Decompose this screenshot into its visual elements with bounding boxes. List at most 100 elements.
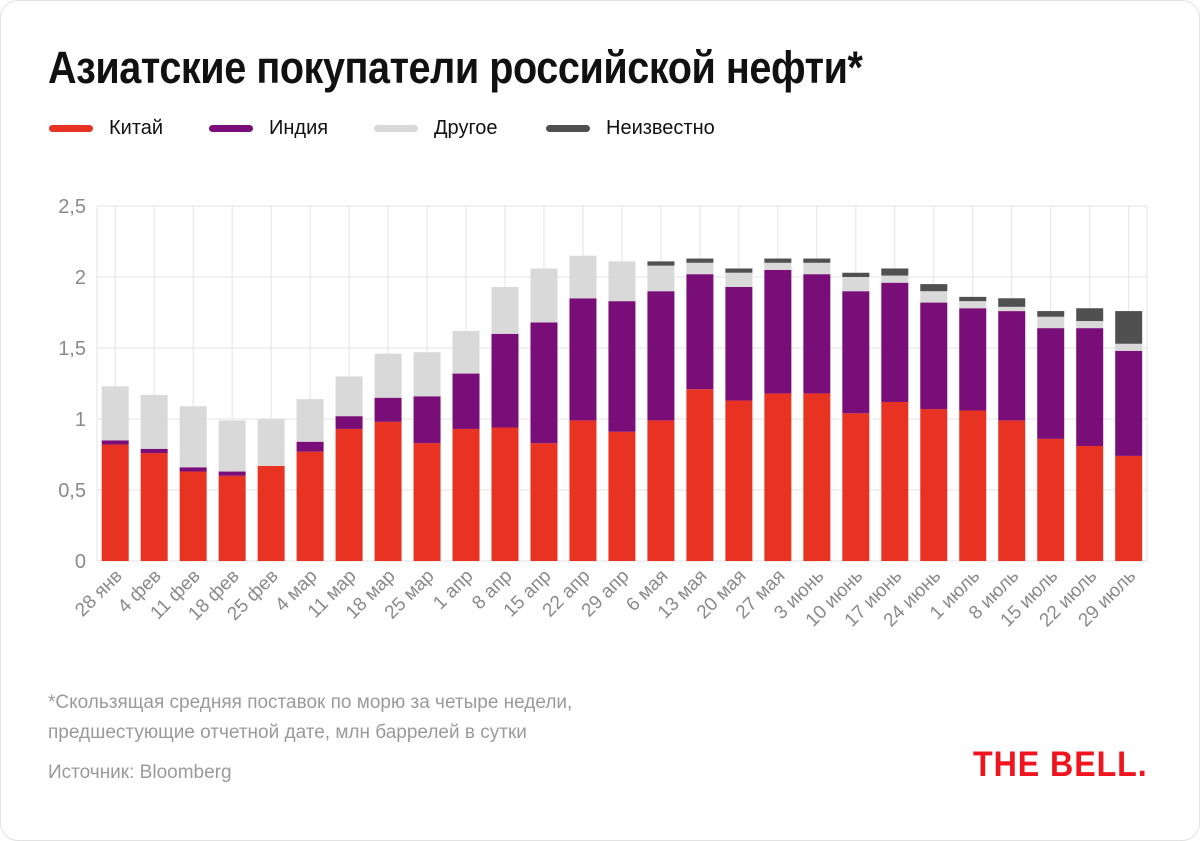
y-axis-ticks: 0 0,5 1 1,5 2 2,5 (58, 196, 86, 573)
bar-segment (1076, 308, 1104, 322)
bar-segment (803, 258, 831, 263)
bar-segment (959, 308, 987, 411)
bar-segment (881, 275, 909, 283)
bar-segment (491, 427, 519, 561)
legend-swatch-other (374, 124, 418, 132)
bar-segment (1037, 316, 1065, 329)
bar-segment (881, 268, 909, 276)
legend-swatch-china (49, 124, 93, 132)
bar-segment (686, 262, 714, 275)
bar-segment (803, 274, 831, 394)
bar-segment (686, 389, 714, 561)
bar-segment (959, 301, 987, 309)
bar-segment (881, 282, 909, 402)
bar-segment (101, 440, 129, 445)
legend-swatch-india (209, 124, 253, 132)
bar-segment (686, 258, 714, 263)
bar-segment (140, 394, 168, 449)
y-tick-label: 1 (75, 409, 86, 431)
y-tick-label: 2 (75, 267, 86, 289)
bar-segment (998, 311, 1026, 421)
legend-item-unknown: Неизвестно (546, 114, 715, 142)
bar-segment (725, 268, 753, 273)
bar-segment (1115, 350, 1143, 456)
legend-label-india: Индия (269, 116, 329, 139)
bar-segment (1037, 328, 1065, 439)
bar-segment (218, 475, 246, 561)
bar-segment (686, 274, 714, 390)
bar-segment (452, 428, 480, 561)
bar-segment (608, 261, 636, 302)
bar-segment (803, 393, 831, 561)
bar-segment (140, 448, 168, 454)
bar-segment (491, 333, 519, 428)
bar-segment (1037, 438, 1065, 561)
bar-segment (647, 261, 675, 266)
bar-segment (647, 420, 675, 561)
bar-segment (998, 420, 1026, 561)
x-tick-label: 28 янв (71, 566, 126, 621)
bar-segment (413, 396, 441, 444)
bar-segment (335, 376, 363, 417)
bar-segment (569, 298, 597, 421)
legend-swatch-unknown (546, 124, 590, 132)
bar-segment (998, 298, 1026, 307)
bar-segment (842, 291, 870, 414)
bar-segment (1115, 455, 1143, 561)
y-tick-label: 0 (75, 551, 86, 573)
legend-label-china: Китай (109, 116, 164, 139)
bar-segment (530, 443, 558, 561)
bar-segment (296, 399, 324, 442)
bar-segment (452, 373, 480, 429)
bar-segment (374, 397, 402, 422)
bar-segment (1076, 445, 1104, 561)
bar-segment (920, 409, 948, 561)
bar-segment (179, 471, 207, 561)
source-note: Источник: Bloomberg (48, 762, 232, 783)
legend-label-other: Другое (434, 116, 498, 139)
bar-segment (1115, 343, 1143, 351)
bar-segment (1076, 321, 1104, 329)
bar-segment (569, 420, 597, 561)
footnote-line-2: предшестующие отчетной дате, млн барреле… (48, 722, 527, 743)
bar-segment (842, 413, 870, 561)
bar-segment (413, 443, 441, 561)
bar-segment (101, 386, 129, 441)
bar-segment (335, 428, 363, 561)
bar-segment (920, 284, 948, 292)
bar-segment (569, 255, 597, 299)
y-tick-label: 1,5 (58, 338, 86, 360)
bar-segment (218, 420, 246, 472)
bar-segment (725, 286, 753, 401)
chart-title: Азиатские покупатели российской нефти* (48, 42, 863, 93)
y-tick-label: 0,5 (58, 480, 86, 502)
bar-segment (842, 277, 870, 292)
bar-segment (257, 465, 285, 561)
bar-segment (335, 416, 363, 429)
the-bell-logo: THE BELL. (973, 745, 1148, 784)
footnote-line-1: *Скользящая средняя поставок по морю за … (48, 692, 573, 713)
bar-segment (296, 441, 324, 452)
bar-segment (647, 291, 675, 421)
y-tick-label: 2,5 (58, 196, 86, 218)
bar-segment (647, 265, 675, 292)
bar-segment (959, 296, 987, 302)
bar-segment (1115, 311, 1143, 344)
bar-segment (140, 453, 168, 561)
bar-segment (296, 451, 324, 561)
x-tick-label: 1 апр (429, 566, 477, 614)
bars (101, 255, 1143, 561)
bar-segment (725, 400, 753, 561)
bar-segment (803, 262, 831, 275)
bar-segment (764, 269, 792, 394)
bar-segment (179, 467, 207, 472)
bar-segment (1076, 328, 1104, 446)
bar-segment (374, 421, 402, 561)
bar-segment (257, 419, 285, 466)
bar-segment (530, 268, 558, 323)
legend-item-india: Индия (209, 114, 328, 142)
bar-segment (998, 306, 1026, 312)
bar-segment (881, 401, 909, 561)
bar-segment (218, 471, 246, 476)
